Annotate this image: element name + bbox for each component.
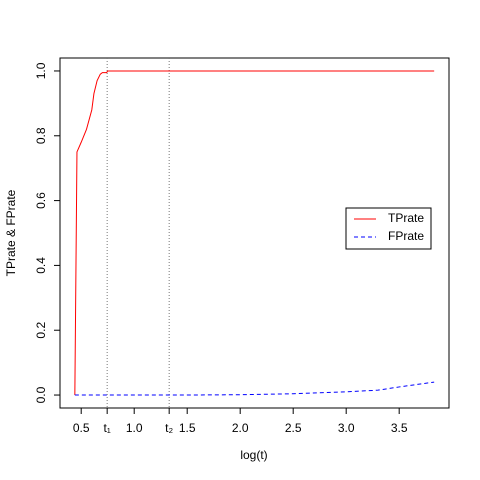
x-tick-label: 1.5 bbox=[179, 421, 196, 435]
x-tick-label: 0.5 bbox=[73, 421, 90, 435]
legend-label: TPrate bbox=[388, 211, 424, 225]
x-tick-label: 3.5 bbox=[391, 421, 408, 435]
legend-label: FPrate bbox=[388, 229, 424, 243]
y-tick-label: 0.8 bbox=[34, 127, 48, 144]
y-tick-label: 1.0 bbox=[34, 62, 48, 79]
y-axis-label: TPrate & FPrate bbox=[4, 189, 18, 276]
legend-box bbox=[345, 207, 432, 250]
series-line bbox=[74, 381, 435, 396]
x-tick-label: t₁ bbox=[103, 421, 110, 435]
y-tick-label: 0.2 bbox=[34, 322, 48, 339]
y-tick-label: 0.6 bbox=[34, 192, 48, 209]
x-axis-label: log(t) bbox=[240, 448, 267, 462]
y-tick-label: 0.0 bbox=[34, 386, 48, 403]
plot-frame bbox=[59, 57, 450, 409]
x-tick-label: 2.0 bbox=[232, 421, 249, 435]
y-tick-label: 0.4 bbox=[34, 257, 48, 274]
x-tick-label: 1.0 bbox=[126, 421, 143, 435]
x-tick-label: 3.0 bbox=[338, 421, 355, 435]
x-tick-label: 2.5 bbox=[285, 421, 302, 435]
x-tick-label: t₂ bbox=[165, 421, 173, 435]
series-line bbox=[74, 70, 435, 396]
